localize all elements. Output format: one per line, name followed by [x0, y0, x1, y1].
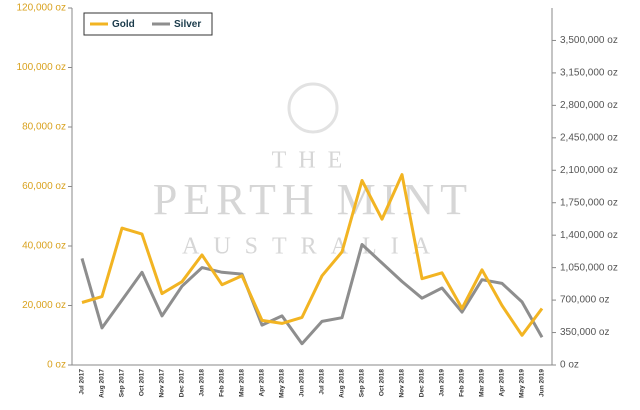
y2-tick-label: 2,450,000 oz: [560, 132, 618, 143]
x-tick-label: Jan 2019: [439, 369, 446, 397]
x-tick-label: Dec 2018: [419, 369, 426, 398]
x-tick-label: Oct 2018: [379, 369, 386, 396]
x-tick-label: Oct 2017: [139, 369, 146, 396]
y2-tick-label: 0 oz: [560, 360, 579, 371]
watermark: THE PERTH MINT AUSTRALIA: [153, 82, 473, 260]
y2-tick-label: 3,150,000 oz: [560, 68, 618, 79]
y-tick-label: 60,000 oz: [22, 181, 66, 192]
x-tick-label: May 2019: [519, 369, 526, 398]
y2-tick-label: 700,000 oz: [560, 295, 610, 306]
x-tick-label: Sep 2018: [359, 369, 366, 398]
y-tick-label: 120,000 oz: [17, 3, 67, 14]
y2-tick-label: 3,500,000 oz: [560, 35, 618, 46]
x-tick-label: Jul 2018: [319, 369, 326, 395]
x-tick-label: Mar 2018: [239, 369, 246, 397]
x-tick-label: Dec 2017: [179, 369, 186, 398]
y-tick-label: 0 oz: [47, 360, 66, 371]
watermark-text: THE: [272, 148, 355, 174]
x-tick-label: May 2018: [279, 369, 286, 398]
x-tick-label: Jun 2019: [539, 369, 546, 397]
y-tick-label: 40,000 oz: [22, 241, 66, 252]
x-tick-label: Feb 2018: [219, 369, 226, 397]
watermark-text: AUSTRALIA: [182, 234, 444, 260]
series-line: [81, 173, 544, 337]
x-tick-label: Nov 2018: [399, 369, 406, 398]
series-line: [80, 243, 544, 346]
x-tick-label: Feb 2019: [459, 369, 466, 397]
y2-tick-label: 2,800,000 oz: [560, 100, 618, 111]
y-tick-label: 20,000 oz: [22, 300, 66, 311]
legend-box: [83, 12, 213, 36]
y-tick-label: 100,000 oz: [17, 62, 67, 73]
x-tick-label: Mar 2019: [479, 369, 486, 397]
legend-label: Gold: [112, 19, 135, 30]
y2-tick-label: 1,050,000 oz: [560, 262, 618, 273]
legend-label: Silver: [174, 19, 201, 30]
y2-tick-label: 2,100,000 oz: [560, 165, 618, 176]
x-tick-label: Apr 2018: [259, 369, 266, 397]
x-tick-label: Aug 2017: [99, 369, 106, 398]
x-tick-label: Jul 2017: [79, 369, 86, 395]
x-tick-label: Nov 2017: [159, 369, 166, 398]
watermark-text: PERTH MINT: [153, 175, 473, 224]
x-tick-label: Jan 2018: [199, 369, 206, 397]
y2-tick-label: 1,750,000 oz: [560, 197, 618, 208]
watermark-logo: [287, 82, 339, 134]
x-tick-label: Jun 2018: [299, 369, 306, 397]
x-tick-label: Sep 2017: [119, 369, 126, 398]
y2-tick-label: 1,400,000 oz: [560, 230, 618, 241]
y-tick-label: 80,000 oz: [22, 122, 66, 133]
x-tick-label: Aug 2018: [339, 369, 346, 398]
y2-tick-label: 350,000 oz: [560, 327, 610, 338]
x-tick-label: Apr 2019: [499, 369, 506, 397]
